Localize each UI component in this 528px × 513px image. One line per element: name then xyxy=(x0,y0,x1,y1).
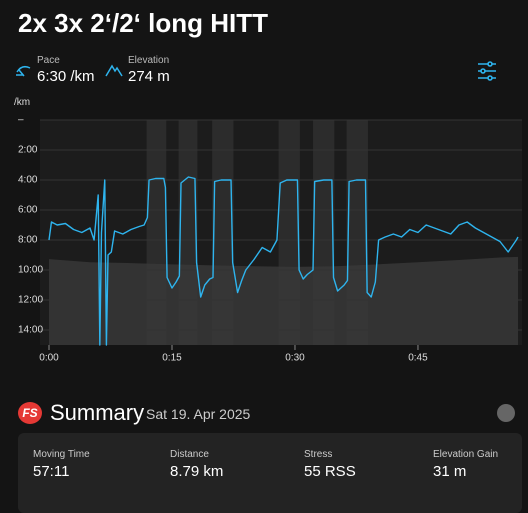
chart: – 2:00 4:00 6:00 8:00 10:00 12:00 14:00 0:00 0:15… xyxy=(18,115,522,364)
x-tick-label: 0:00 xyxy=(39,353,59,364)
y-tick-label: 10:00 xyxy=(18,265,43,276)
x-tick-label: 0:30 xyxy=(285,353,305,364)
title: 2x 3x 2‘/2‘ long HITT xyxy=(18,8,268,38)
metric-value: 8.79 km xyxy=(170,463,224,480)
summary-title: Summary xyxy=(50,400,145,425)
stat-value: 6:30 /km xyxy=(37,68,95,85)
metric-label: Moving Time xyxy=(33,449,90,460)
stat-label: Elevation xyxy=(128,55,170,66)
elevation-icon xyxy=(105,64,123,77)
y-tick-label: 4:00 xyxy=(18,175,38,186)
y-tick-label: 12:00 xyxy=(18,295,43,306)
metric-label: Stress xyxy=(304,449,333,460)
y-tick-label: 8:00 xyxy=(18,235,38,246)
filter-button[interactable] xyxy=(476,60,498,82)
elevation-area xyxy=(49,256,518,345)
page: 2x 3x 2‘/2‘ long HITT Pace 6:30 /km Elev… xyxy=(14,8,522,513)
pace-icon xyxy=(16,65,31,77)
y-unit: /km xyxy=(14,97,31,108)
summary-date: Sat 19. Apr 2025 xyxy=(146,406,251,422)
stat-label: Pace xyxy=(37,55,60,66)
y-tick-label: 14:00 xyxy=(18,325,43,336)
x-tick-label: 0:45 xyxy=(408,353,428,364)
x-tick-label: 0:15 xyxy=(162,353,182,364)
metric-label: Distance xyxy=(170,449,209,460)
stat-value: 274 m xyxy=(128,68,170,85)
metric-value: 57:11 xyxy=(33,463,70,480)
metric-value: 55 RSS xyxy=(304,463,356,480)
y-tick-label: – xyxy=(18,115,24,126)
metric-value: 31 m xyxy=(433,463,467,480)
pace-line xyxy=(48,176,519,346)
y-tick-label: 2:00 xyxy=(18,145,38,156)
toggle[interactable] xyxy=(497,404,515,422)
logo: FS xyxy=(18,402,42,424)
metric-label: Elevation Gain xyxy=(433,449,499,460)
y-tick-label: 6:00 xyxy=(18,205,38,216)
